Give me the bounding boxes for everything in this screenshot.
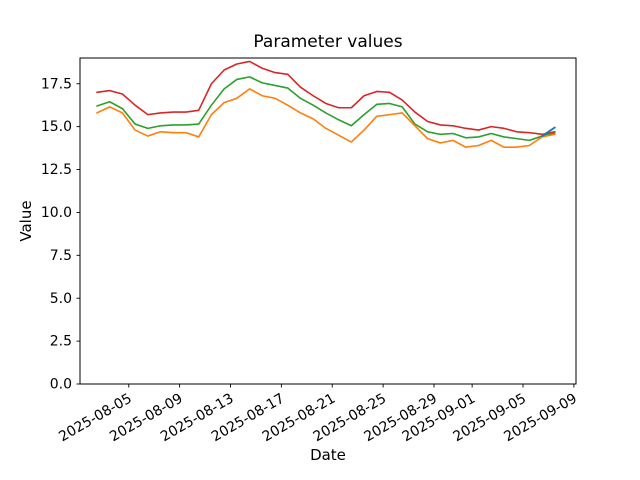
y-tick-label: 12.5 xyxy=(41,162,72,178)
chart-title: Parameter values xyxy=(253,32,403,52)
y-tick-label: 17.5 xyxy=(41,76,72,92)
y-tick-label: 2.5 xyxy=(50,334,72,350)
orange-series-line xyxy=(96,88,556,149)
y-tick-label: 10.0 xyxy=(41,205,72,221)
green-series-line xyxy=(96,76,556,142)
y-tick-label: 0.0 xyxy=(50,377,72,393)
y-tick-label: 5.0 xyxy=(50,291,72,307)
axes-spines xyxy=(79,57,577,385)
blue-series-line xyxy=(541,126,556,138)
x-axis-label: Date xyxy=(310,446,346,464)
y-tick-label: 15.0 xyxy=(41,119,72,135)
red-series-line xyxy=(96,60,556,136)
y-tick-label: 7.5 xyxy=(50,248,72,264)
